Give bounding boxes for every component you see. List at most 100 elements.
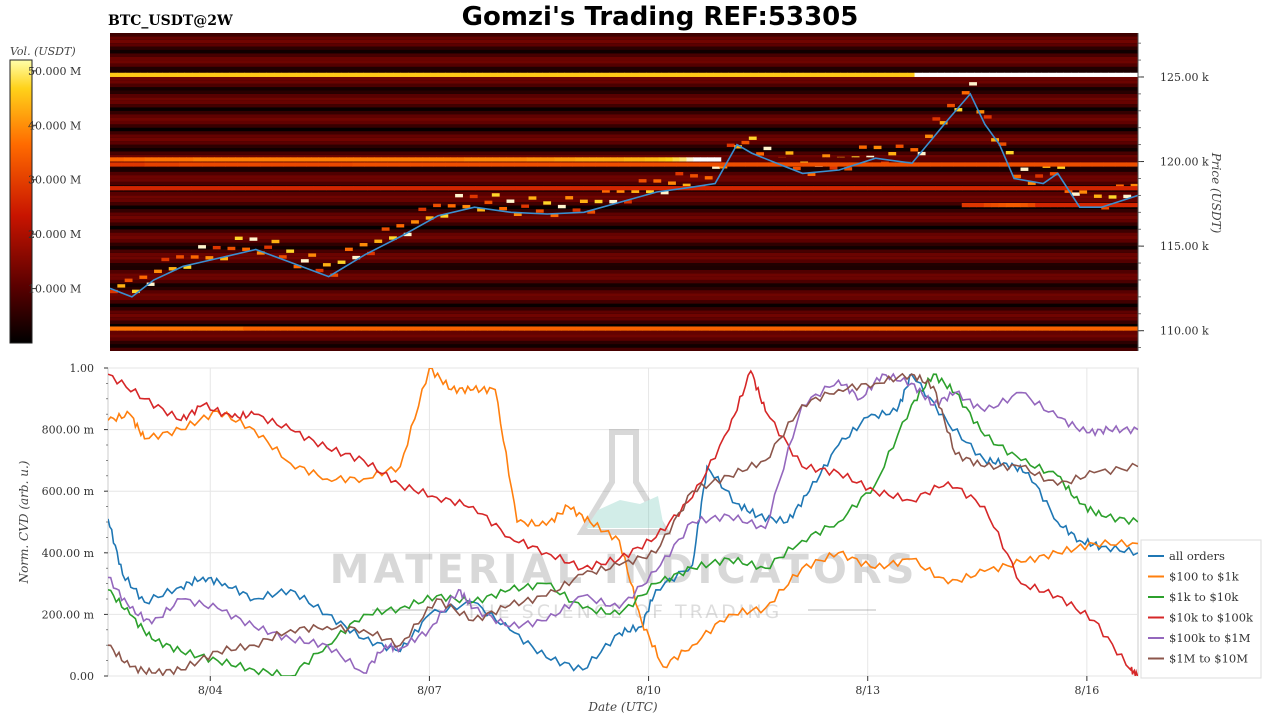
- heatmap-band-cell: [944, 72, 953, 77]
- heatmap-band-cell: [605, 326, 614, 331]
- cvd-y-tick-label: 800.00 m: [42, 424, 95, 437]
- heatmap-band-cell: [847, 72, 856, 77]
- heatmap-row: [110, 83, 1138, 88]
- heatmap-cell: [132, 289, 140, 294]
- heatmap-band-cell: [713, 72, 722, 77]
- heatmap-band-cell: [755, 157, 764, 162]
- heatmap-cell: [807, 172, 816, 176]
- heatmap-band-cell: [804, 157, 813, 162]
- heatmap-band-cell: [1131, 157, 1138, 162]
- heatmap-band-cell: [248, 162, 261, 167]
- heatmap-band-cell: [190, 162, 203, 167]
- heatmap-band-cell: [1020, 202, 1029, 208]
- heatmap-cell: [748, 136, 757, 140]
- heatmap-cell: [469, 194, 478, 199]
- heatmap-band-cell: [235, 157, 243, 162]
- heatmap-band-cell: [176, 326, 185, 331]
- heatmap-band-cell: [637, 157, 646, 162]
- heatmap-band-cell: [960, 326, 969, 331]
- heatmap-band-cell: [186, 157, 194, 162]
- heatmap-band-cell: [1115, 326, 1124, 331]
- heatmap-row: [110, 195, 1138, 199]
- heatmap-band-cell: [415, 72, 424, 77]
- heatmap-band-cell: [948, 186, 963, 191]
- heatmap-row: [110, 286, 1138, 291]
- heatmap-band-cell: [206, 72, 215, 77]
- heatmap-band-cell: [951, 72, 960, 77]
- heatmap-band-cell: [556, 186, 571, 191]
- heatmap-band-cell: [686, 326, 695, 331]
- heatmap-band-cell: [906, 162, 920, 167]
- heatmap-row: [110, 151, 1138, 155]
- heatmap-row: [110, 104, 1138, 108]
- heatmap-cell: [403, 232, 412, 237]
- heatmap-cell: [117, 284, 126, 288]
- cvd-axis-ticks: 0.00 200.00 m 400.00 m 600.00 m 800.00 m 1.00…: [42, 362, 1100, 697]
- heatmap-band-cell: [943, 157, 951, 162]
- heatmap-row: [110, 124, 1138, 128]
- heatmap-band-cell: [989, 72, 997, 77]
- heatmap-cell: [146, 282, 155, 286]
- heatmap-cell: [330, 273, 339, 277]
- legend-box: [1140, 539, 1262, 679]
- heatmap-band-cell: [1049, 202, 1058, 208]
- heatmap-band-cell: [1108, 72, 1117, 77]
- heatmap-band-cell: [810, 72, 819, 77]
- heatmap-row: [110, 317, 1138, 321]
- colorbar-tick-label: 20.000 M: [28, 228, 81, 241]
- heatmap-band-cell: [468, 162, 481, 167]
- heatmap-cell: [675, 171, 684, 176]
- heatmap-band-cell: [1086, 326, 1095, 331]
- heatmap-row: [110, 66, 1138, 71]
- heatmap-band-cell: [340, 72, 349, 77]
- heatmap-cell: [550, 213, 559, 218]
- heatmap-band-cell: [512, 72, 521, 77]
- heatmap-band-cell: [746, 326, 754, 331]
- heatmap-band-cell: [601, 72, 610, 77]
- heatmap-cell: [168, 267, 177, 271]
- heatmap-band-cell: [1078, 326, 1087, 331]
- heatmap-cell: [359, 243, 368, 247]
- heatmap-band-cell: [945, 326, 954, 331]
- heatmap-band-cell: [853, 157, 861, 162]
- heatmap-band-cell: [435, 326, 444, 331]
- heatmap-band-cell: [916, 326, 925, 331]
- heatmap-band-cell: [1064, 326, 1072, 331]
- cvd-series-line: [108, 373, 1138, 676]
- heatmap-band-cell: [1063, 72, 1072, 77]
- heatmap-band-cell: [839, 157, 847, 162]
- heatmap-band-cell: [1043, 186, 1058, 191]
- heatmap-band-cell: [434, 186, 449, 191]
- heatmap-band-cell: [907, 72, 916, 77]
- legend: all orders $100 to $1k $1k to $10k $10k to …: [1148, 549, 1254, 666]
- heatmap-band-cell: [884, 72, 893, 77]
- heatmap-band-cell: [624, 157, 632, 162]
- heatmap-row: [110, 337, 1138, 341]
- colorbar-tick-label: 50.000 M: [28, 65, 81, 78]
- heatmap-band-cell: [1103, 157, 1111, 162]
- heatmap-row: [110, 33, 1138, 37]
- heatmap-band-cell: [139, 326, 148, 331]
- heatmap-band-cell: [964, 157, 972, 162]
- heatmap-row: [110, 171, 1138, 176]
- heatmap-band-cell: [478, 157, 486, 162]
- heatmap-cell: [447, 204, 456, 208]
- heatmap-band-cell: [376, 326, 385, 331]
- heatmap-band-cell: [214, 72, 223, 77]
- heatmap-band-cell: [892, 72, 901, 77]
- heatmap-cell: [712, 165, 720, 169]
- heatmap-band-cell: [716, 326, 725, 331]
- heatmap-row: [110, 134, 1138, 138]
- heatmap-row: [110, 252, 1138, 257]
- heatmap-row: [110, 215, 1138, 220]
- heatmap-band-cell: [485, 157, 493, 162]
- heatmap-band-cell: [519, 157, 528, 162]
- heatmap-cell: [726, 143, 735, 147]
- heatmap-band-cell: [1019, 326, 1028, 331]
- heatmap-band-cell: [802, 72, 811, 77]
- heatmap-band-cell: [444, 162, 458, 167]
- heatmap-band-cell: [603, 157, 611, 162]
- heatmap-band-cell: [594, 72, 603, 77]
- heatmap-band-cell: [220, 326, 229, 331]
- heatmap-band-cell: [583, 162, 596, 167]
